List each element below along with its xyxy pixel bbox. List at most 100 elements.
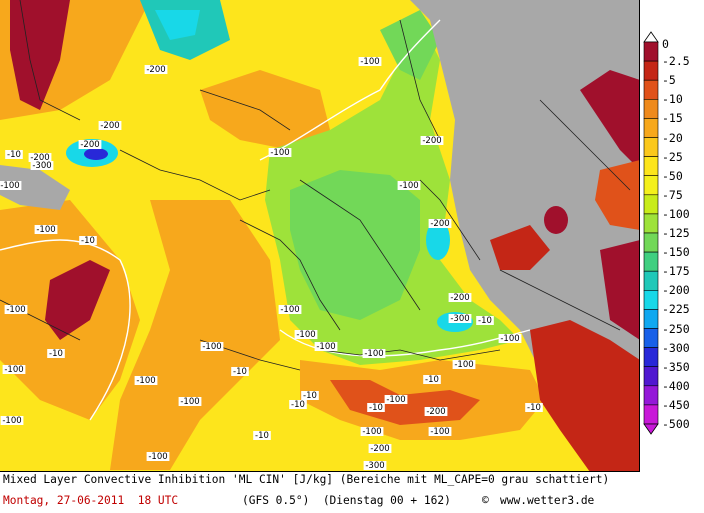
contour-label: -100	[268, 148, 292, 158]
contour-label: -10	[5, 150, 23, 160]
contour-label: -200	[368, 444, 392, 454]
contour-label: -10	[289, 400, 307, 410]
contour-label: -100	[498, 334, 522, 344]
contour-label: -300	[363, 461, 387, 471]
region-orange-france	[110, 200, 280, 470]
contour-label: -10	[253, 431, 271, 441]
legend-swatch	[643, 79, 659, 100]
contour-1	[259, 19, 441, 161]
region-darkred-w	[45, 260, 110, 340]
svg-text:-300: -300	[365, 461, 384, 471]
region-red-se	[530, 320, 639, 471]
contour-label: -100	[0, 416, 24, 426]
legend-label: -250	[662, 321, 690, 336]
legend-label: -150	[662, 245, 690, 260]
legend-swatch	[643, 404, 659, 425]
legend-swatch	[643, 232, 659, 253]
legend-swatch	[643, 347, 659, 368]
svg-text:-10: -10	[425, 375, 439, 385]
svg-text:-100: -100	[316, 342, 335, 352]
legend-bar	[643, 31, 659, 435]
footer-title: Mixed Layer Convective Inhibition 'ML CI…	[3, 473, 610, 486]
svg-text:-100: -100	[36, 225, 55, 235]
contour-label: -100	[178, 397, 202, 407]
svg-text:-100: -100	[2, 416, 21, 426]
legend-swatch	[643, 156, 659, 176]
svg-text:-100: -100	[270, 148, 289, 158]
legend-swatch	[643, 137, 659, 157]
legend-label: -400	[662, 378, 690, 393]
svg-text:-200: -200	[430, 219, 449, 229]
legend-swatch	[643, 60, 659, 81]
contour-label: -200	[28, 153, 52, 163]
svg-text:-10: -10	[81, 236, 95, 246]
legend-label: -15	[662, 111, 683, 126]
region-darkred-e1	[580, 70, 639, 169]
svg-text:-100: -100	[500, 334, 519, 344]
map-canvas: -200-100-200-200-10 -200-300-100-200-100-…	[0, 0, 639, 471]
legend-cap-top	[643, 31, 659, 43]
contour-label: -200	[78, 140, 102, 150]
legend-swatch	[643, 270, 659, 291]
svg-text:-100: -100	[362, 427, 381, 437]
legend-label: -500	[662, 417, 690, 431]
legend-label: -175	[662, 264, 690, 279]
legend-swatch	[643, 328, 659, 348]
footer-site: www.wetter3.de	[500, 494, 595, 507]
svg-text:-10: -10	[49, 349, 63, 359]
legend-label: 0	[662, 37, 669, 51]
svg-text:-100: -100	[364, 349, 383, 359]
legend-swatch	[643, 194, 659, 215]
svg-text:-10: -10	[527, 403, 541, 413]
contour-label: -10	[423, 375, 441, 385]
svg-text:-200: -200	[422, 136, 441, 146]
svg-text:-10: -10	[478, 316, 492, 326]
legend-label: -300	[662, 340, 690, 355]
legend-label: -450	[662, 397, 690, 412]
cin-map: -200 -100 -200 -200 -10 -200 -300 -100 -200 -100-…	[0, 0, 640, 472]
region-green-dark	[290, 170, 420, 320]
region-darkred-e4	[600, 240, 639, 340]
legend-swatch	[643, 309, 659, 329]
svg-text:-300: -300	[32, 161, 51, 171]
svg-text:-100: -100	[360, 57, 379, 67]
contour-label: -100	[294, 330, 318, 340]
contour-label: -100	[200, 342, 224, 352]
legend-label: -20	[662, 130, 683, 145]
region-red-e2	[490, 225, 550, 270]
contour-label: -100	[146, 452, 170, 462]
contour-label: -100	[314, 342, 338, 352]
spot-darkred-e3	[544, 206, 568, 234]
contour-label: -10	[476, 316, 494, 326]
legend-swatch	[643, 213, 659, 234]
svg-text:-10: -10	[303, 391, 317, 401]
legend-swatch	[643, 118, 659, 138]
svg-text:-200: -200	[100, 121, 119, 131]
contour-label: -200	[144, 65, 168, 75]
legend-label: -50	[662, 168, 683, 183]
contour-label: -10	[79, 236, 97, 246]
copyright-icon: ©	[482, 494, 489, 507]
contour-label: -200	[428, 219, 452, 229]
spot-purple-west	[84, 148, 108, 160]
svg-text:-10: -10	[7, 150, 21, 160]
legend-swatch	[643, 251, 659, 272]
contour-label: -100	[360, 427, 384, 437]
legend-swatch	[643, 41, 659, 62]
contour-label: -10	[231, 367, 249, 377]
region-orange-north	[200, 70, 330, 150]
svg-text:-200: -200	[450, 293, 469, 303]
svg-text:-100: -100	[4, 365, 23, 375]
region-darkred-nw	[10, 0, 70, 110]
legend-label: -75	[662, 187, 683, 202]
contour-label: -100	[428, 427, 452, 437]
contour-label: -200	[420, 136, 444, 146]
contour-label: -100	[2, 365, 26, 375]
legend-label: -2.5	[662, 54, 690, 69]
spot-cyan-east	[426, 220, 450, 260]
contour-label: -100	[134, 376, 158, 386]
svg-text:-200: -200	[370, 444, 389, 454]
svg-text:-10: -10	[369, 403, 383, 413]
svg-text:-100: -100	[180, 397, 199, 407]
contour-label: -10	[47, 349, 65, 359]
